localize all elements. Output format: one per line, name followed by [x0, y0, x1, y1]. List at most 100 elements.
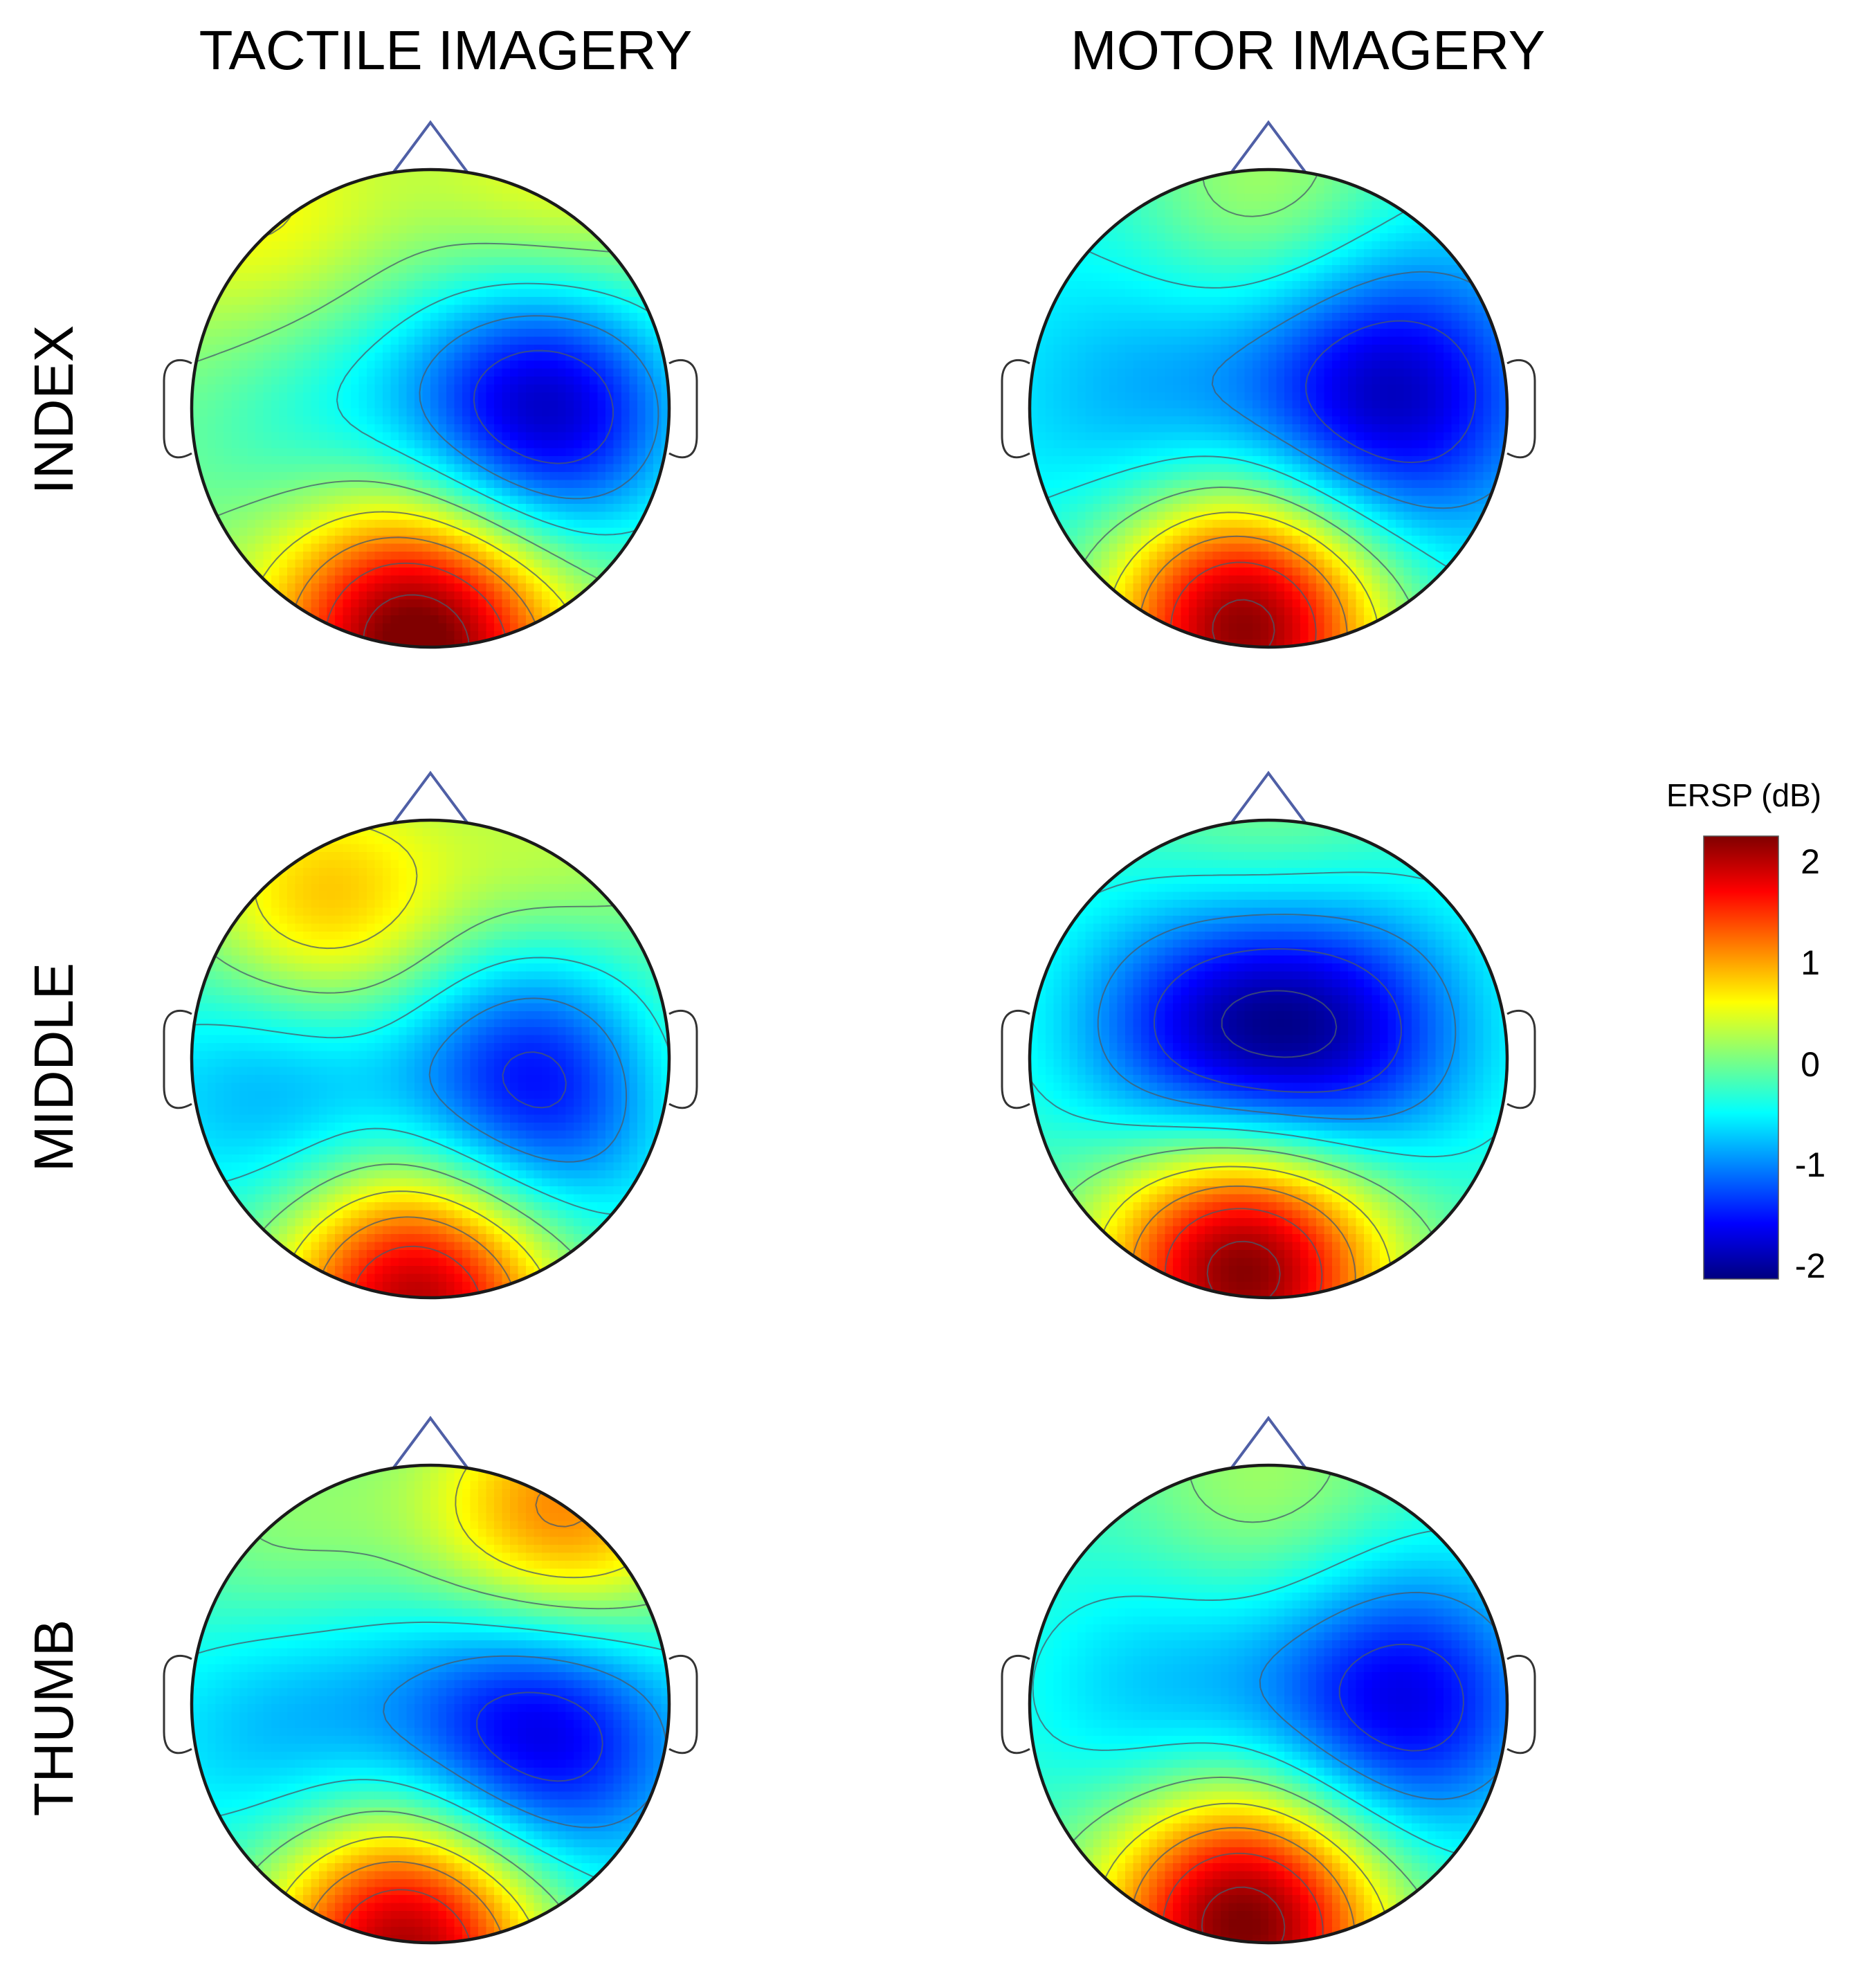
heatmap-cell — [462, 424, 471, 433]
heatmap-cell — [1157, 448, 1166, 457]
heatmap-cell — [590, 559, 599, 568]
heatmap-cell — [327, 400, 336, 409]
heatmap-cell — [565, 320, 574, 329]
heatmap-cell — [470, 265, 479, 274]
heatmap-cell — [446, 408, 455, 417]
heatmap-cell — [637, 392, 646, 401]
heatmap-cell — [1189, 440, 1198, 449]
heatmap-cell — [287, 464, 296, 473]
heatmap-cell — [574, 408, 583, 417]
heatmap-cell — [1189, 456, 1198, 465]
heatmap-cell — [1324, 377, 1333, 386]
heatmap-cell — [1324, 329, 1333, 338]
heatmap-cell — [558, 305, 567, 314]
heatmap-cell — [351, 416, 360, 425]
heatmap-cell — [239, 408, 248, 417]
heatmap-cell — [1260, 249, 1269, 258]
heatmap-cell — [1268, 225, 1277, 234]
heatmap-cell — [247, 384, 256, 393]
heatmap-cell — [565, 464, 574, 473]
heatmap-cell — [374, 527, 383, 536]
heatmap-cell — [263, 408, 272, 417]
heatmap-cell — [335, 329, 344, 338]
heatmap-cell — [510, 464, 519, 473]
heatmap-cell — [1117, 432, 1126, 441]
heatmap-cell — [1196, 241, 1205, 250]
heatmap-cell — [581, 313, 590, 322]
heatmap-cell — [374, 225, 383, 234]
heatmap-cell — [518, 281, 527, 290]
heatmap-cell — [542, 416, 551, 425]
heatmap-cell — [1181, 448, 1190, 457]
heatmap-cell — [415, 384, 424, 393]
heatmap-cell — [1332, 249, 1341, 258]
heatmap-cell — [1412, 257, 1421, 266]
heatmap-cell — [406, 623, 415, 632]
heatmap-cell — [446, 615, 455, 624]
heatmap-cell — [1046, 368, 1055, 377]
heatmap-cell — [605, 377, 614, 386]
heatmap-cell — [1077, 464, 1086, 473]
heatmap-cell — [558, 536, 567, 545]
heatmap-cell — [295, 392, 304, 401]
heatmap-cell — [383, 225, 392, 234]
heatmap-cell — [526, 440, 535, 449]
heatmap-cell — [478, 416, 487, 425]
heatmap-cell — [1276, 416, 1285, 425]
heatmap-cell — [549, 368, 558, 377]
heatmap-cell — [661, 432, 669, 441]
heatmap-cell — [1109, 297, 1118, 306]
heatmap-cell — [1387, 233, 1396, 242]
heatmap-cell — [255, 352, 264, 361]
heatmap-cell — [1403, 265, 1412, 274]
heatmap-cell — [526, 504, 535, 513]
heatmap-cell — [406, 464, 415, 473]
heatmap-cell — [1141, 313, 1150, 322]
heatmap-cell — [494, 568, 503, 577]
heatmap-cell — [1284, 313, 1293, 322]
heatmap-cell — [287, 384, 296, 393]
heatmap-cell — [271, 281, 280, 290]
heatmap-cell — [1483, 289, 1492, 298]
heatmap-cell — [470, 225, 479, 234]
heatmap-cell — [327, 265, 336, 274]
heatmap-cell — [1053, 336, 1062, 345]
heatmap-cell — [287, 400, 296, 409]
heatmap-cell — [208, 416, 217, 425]
heatmap-cell — [438, 217, 447, 226]
heatmap-cell — [1189, 400, 1198, 409]
heatmap-cell — [1364, 201, 1373, 210]
heatmap-cell — [542, 543, 551, 552]
heatmap-cell — [1085, 233, 1094, 242]
heatmap-cell — [1300, 193, 1309, 202]
heatmap-cell — [478, 177, 487, 186]
heatmap-cell — [1053, 408, 1062, 417]
heatmap-cell — [303, 345, 312, 354]
heatmap-cell — [462, 336, 471, 345]
heatmap-cell — [454, 225, 463, 234]
heatmap-cell — [1483, 361, 1492, 370]
heatmap-cell — [351, 345, 360, 354]
heatmap-cell — [478, 583, 487, 592]
heatmap-cell — [383, 456, 392, 465]
heatmap-cell — [1117, 320, 1126, 329]
heatmap-cell — [271, 257, 280, 266]
heatmap-cell — [343, 273, 352, 282]
heatmap-cell — [1332, 368, 1341, 377]
heatmap-cell — [1141, 257, 1150, 266]
heatmap-cell — [430, 345, 439, 354]
heatmap-cell — [231, 480, 240, 489]
heatmap-cell — [399, 599, 408, 608]
heatmap-cell — [351, 265, 360, 274]
heatmap-cell — [1237, 440, 1246, 449]
heatmap-cell — [208, 488, 217, 497]
heatmap-cell — [303, 377, 312, 386]
heatmap-cell — [1093, 377, 1102, 386]
heatmap-cell — [478, 456, 487, 465]
heatmap-cell — [335, 448, 344, 457]
heatmap-cell — [549, 241, 558, 250]
heatmap-cell — [526, 225, 535, 234]
heatmap-cell — [271, 289, 280, 298]
heatmap-cell — [1348, 193, 1357, 202]
heatmap-cell — [358, 416, 367, 425]
